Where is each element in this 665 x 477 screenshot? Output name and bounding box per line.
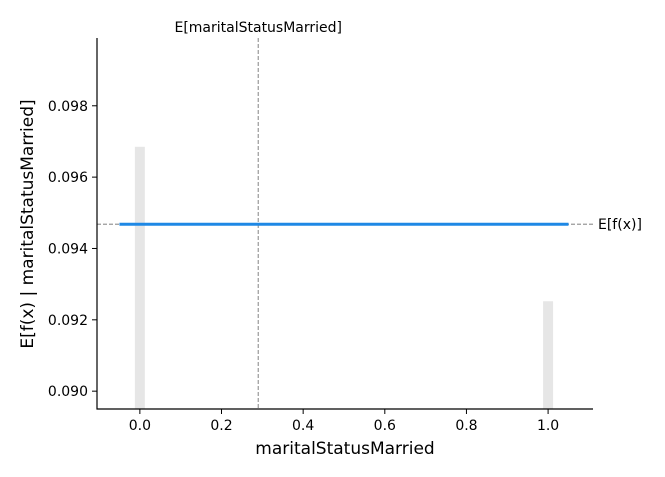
y-tick-label: 0.094	[48, 241, 88, 257]
x-tick-label: 0.4	[292, 418, 314, 434]
histogram-bar	[135, 147, 145, 409]
x-axis-title: maritalStatusMarried	[255, 439, 434, 459]
x-tick-label: 0.8	[455, 418, 477, 434]
y-tick-label: 0.090	[48, 384, 88, 400]
x-tick-label: 1.0	[537, 418, 559, 434]
x-tick-label: 0.2	[210, 418, 232, 434]
x-tick-label: 0.0	[129, 418, 151, 434]
y-tick-label: 0.092	[48, 313, 88, 329]
histogram-bar	[543, 301, 553, 409]
histogram-layer	[135, 147, 553, 409]
expected-x-annotation: E[maritalStatusMarried]	[174, 20, 342, 36]
y-tick-label: 0.098	[48, 99, 88, 115]
y-axis-title: E[f(x) | maritalStatusMarried]	[18, 99, 38, 348]
expected-y-annotation: E[f(x)]	[598, 217, 642, 233]
y-tick-label: 0.096	[48, 170, 88, 186]
x-tick-label: 0.6	[374, 418, 396, 434]
ticks-layer: 0.0 0.2 0.4 0.6 0.8 1.0 0.090 0.092 0.094 0.096 0.…	[48, 99, 559, 434]
